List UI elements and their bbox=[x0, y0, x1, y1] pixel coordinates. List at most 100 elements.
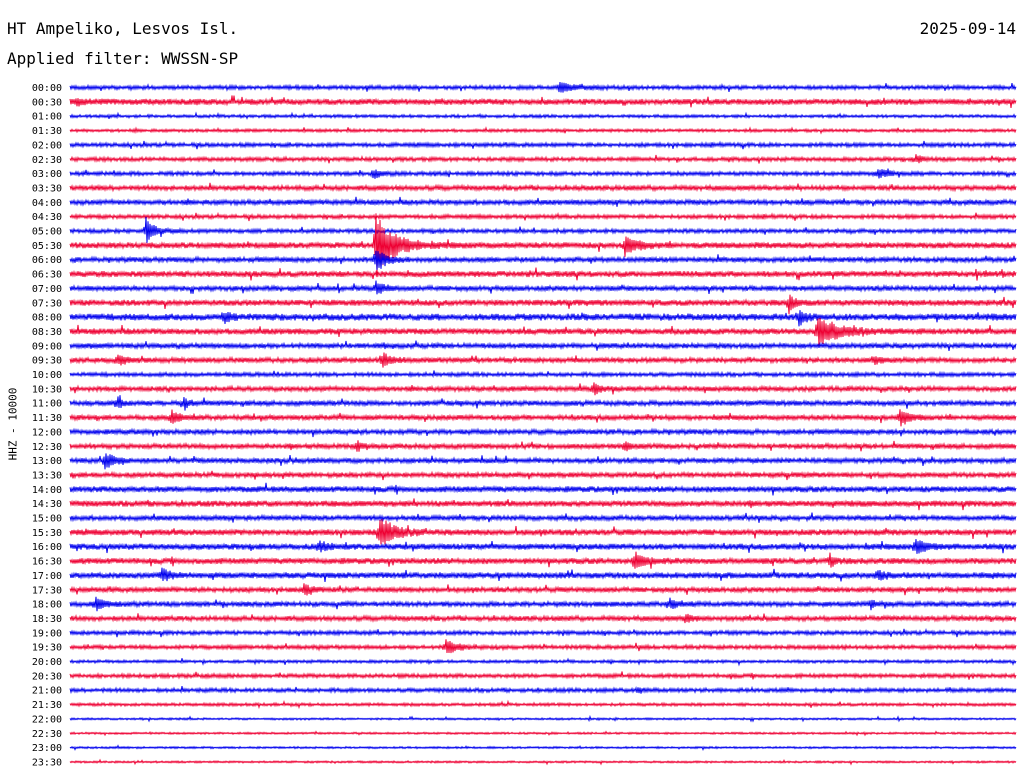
seismic-trace bbox=[69, 657, 1017, 667]
seismic-trace bbox=[69, 519, 1017, 545]
seismic-trace bbox=[69, 714, 1017, 723]
time-tick-label: 11:00 bbox=[32, 399, 62, 410]
time-tick-label: 01:00 bbox=[32, 112, 62, 123]
seismic-trace bbox=[69, 613, 1017, 624]
time-tick-label: 21:30 bbox=[32, 700, 62, 711]
time-tick-label: 08:00 bbox=[32, 313, 62, 324]
time-tick-label: 23:00 bbox=[32, 743, 62, 754]
seismic-trace bbox=[69, 126, 1017, 135]
seismic-trace bbox=[69, 111, 1017, 120]
seismic-trace bbox=[69, 211, 1017, 222]
time-tick-label: 15:30 bbox=[32, 528, 62, 539]
time-tick-label: 01:30 bbox=[32, 126, 62, 137]
seismic-trace bbox=[69, 551, 1017, 569]
time-tick-label: 02:30 bbox=[32, 155, 62, 166]
seismic-trace bbox=[69, 352, 1017, 368]
seismic-trace bbox=[69, 498, 1017, 511]
time-tick-label: 06:00 bbox=[32, 255, 62, 266]
time-tick-label: 04:00 bbox=[32, 198, 62, 209]
time-tick-label: 05:30 bbox=[32, 241, 62, 252]
time-tick-label: 17:30 bbox=[32, 585, 62, 596]
seismic-trace bbox=[69, 627, 1017, 638]
time-tick-label: 14:00 bbox=[32, 485, 62, 496]
time-tick-label: 02:00 bbox=[32, 140, 62, 151]
seismic-trace bbox=[69, 583, 1017, 596]
time-tick-label: 05:00 bbox=[32, 227, 62, 238]
time-tick-label: 13:30 bbox=[32, 470, 62, 481]
seismic-trace bbox=[69, 182, 1017, 193]
time-tick-label: 22:30 bbox=[32, 729, 62, 740]
time-tick-label: 10:00 bbox=[32, 370, 62, 381]
seismic-trace bbox=[69, 395, 1017, 411]
time-tick-label: 09:30 bbox=[32, 356, 62, 367]
seismic-trace bbox=[69, 267, 1017, 281]
time-tick-label: 17:00 bbox=[32, 571, 62, 582]
time-tick-label: 03:30 bbox=[32, 183, 62, 194]
time-tick-label: 08:30 bbox=[32, 327, 62, 338]
seismic-trace bbox=[69, 730, 1017, 737]
seismic-trace bbox=[69, 294, 1017, 315]
seismic-trace bbox=[69, 512, 1017, 523]
date-label: 2025-09-14 bbox=[919, 19, 1016, 38]
station-title: HT Ampeliko, Lesvos Isl. bbox=[7, 19, 239, 38]
seismic-trace bbox=[69, 216, 1017, 243]
time-tick-label: 20:30 bbox=[32, 671, 62, 682]
seismic-trace bbox=[69, 370, 1017, 379]
seismic-trace bbox=[69, 453, 1017, 470]
tick-label-group: 00:00 00:30 01:00 01:30 02:00 02:30 03:00 03:30… bbox=[32, 83, 62, 768]
seismic-trace bbox=[69, 685, 1017, 695]
time-tick-label: 18:30 bbox=[32, 614, 62, 625]
seismic-trace bbox=[69, 409, 1017, 427]
seismic-trace bbox=[69, 440, 1017, 452]
time-tick-label: 14:30 bbox=[32, 499, 62, 510]
seismic-trace bbox=[69, 310, 1017, 327]
time-tick-label: 07:30 bbox=[32, 298, 62, 309]
time-tick-label: 19:30 bbox=[32, 643, 62, 654]
seismic-trace bbox=[69, 250, 1017, 270]
seismic-trace bbox=[69, 758, 1017, 766]
seismic-trace bbox=[69, 596, 1017, 612]
seismic-trace bbox=[69, 470, 1017, 481]
time-tick-label: 13:00 bbox=[32, 456, 62, 467]
seismic-trace bbox=[69, 382, 1017, 396]
seismic-trace bbox=[69, 196, 1017, 207]
seismic-trace bbox=[69, 168, 1017, 179]
seismic-trace bbox=[69, 699, 1017, 710]
time-tick-label: 00:00 bbox=[32, 83, 62, 94]
trace-group bbox=[69, 82, 1017, 766]
time-tick-label: 07:00 bbox=[32, 284, 62, 295]
time-tick-label: 00:30 bbox=[32, 97, 62, 108]
seismic-trace bbox=[69, 82, 1017, 93]
time-tick-label: 12:30 bbox=[32, 442, 62, 453]
time-tick-label: 16:00 bbox=[32, 542, 62, 553]
time-tick-label: 21:00 bbox=[32, 686, 62, 697]
time-tick-label: 16:30 bbox=[32, 557, 62, 568]
time-tick-label: 11:30 bbox=[32, 413, 62, 424]
time-tick-label: 18:00 bbox=[32, 600, 62, 611]
seismic-trace bbox=[69, 744, 1017, 751]
time-tick-label: 06:30 bbox=[32, 270, 62, 281]
time-tick-label: 20:00 bbox=[32, 657, 62, 668]
seismic-trace bbox=[69, 154, 1017, 164]
time-tick-label: 12:00 bbox=[32, 427, 62, 438]
time-tick-label: 15:00 bbox=[32, 514, 62, 525]
time-tick-label: 23:30 bbox=[32, 757, 62, 768]
seismic-trace bbox=[69, 340, 1017, 351]
seismic-trace bbox=[69, 427, 1017, 438]
time-tick-label: 03:00 bbox=[32, 169, 62, 180]
seismic-trace bbox=[69, 140, 1017, 150]
time-tick-label: 04:30 bbox=[32, 212, 62, 223]
time-tick-label: 22:00 bbox=[32, 714, 62, 725]
seismic-trace bbox=[69, 567, 1017, 582]
seismic-trace bbox=[69, 213, 1017, 275]
seismic-trace bbox=[69, 671, 1017, 680]
seismic-trace bbox=[69, 280, 1017, 295]
seismic-trace bbox=[69, 639, 1017, 654]
seismic-trace bbox=[69, 95, 1017, 109]
seismic-trace bbox=[69, 482, 1017, 496]
seismic-trace bbox=[69, 317, 1017, 347]
time-tick-label: 10:30 bbox=[32, 384, 62, 395]
time-tick-label: 09:00 bbox=[32, 341, 62, 352]
filter-label: Applied filter: WWSSN-SP bbox=[7, 49, 239, 68]
